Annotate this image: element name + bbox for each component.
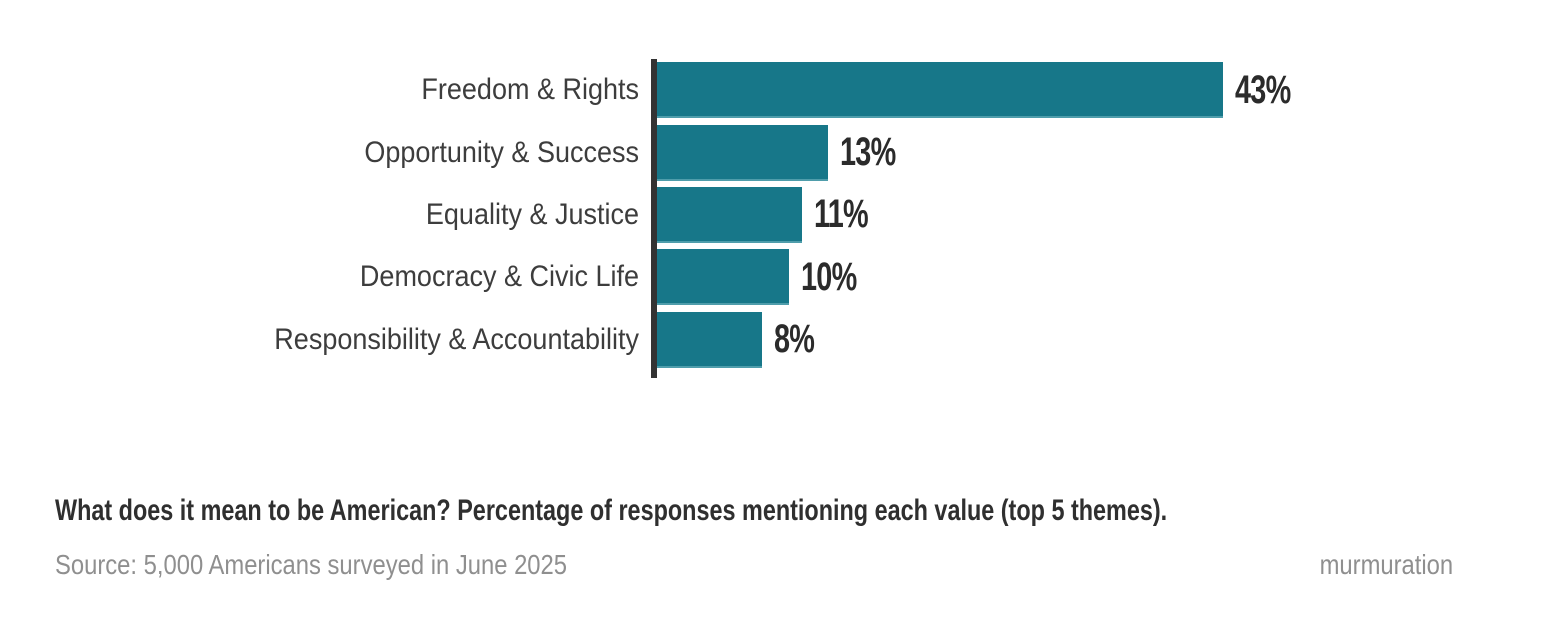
bar-rows: Freedom & Rights 43% Opportunity & Success… <box>0 59 1312 371</box>
category-label: Responsibility & Accountability <box>274 322 639 356</box>
value-label: 13% <box>840 130 896 175</box>
y-axis-line <box>651 59 657 378</box>
bar-cell: 13% <box>657 124 917 181</box>
category-label: Freedom & Rights <box>421 73 639 107</box>
chart-caption: What does it mean to be American? Percen… <box>55 494 1168 527</box>
bar-cell: 8% <box>657 311 830 368</box>
bar <box>657 62 1223 119</box>
value-label: 11% <box>813 192 869 237</box>
bar-cell: 11% <box>657 186 889 243</box>
category-label: Equality & Justice <box>425 197 639 231</box>
value-label: 8% <box>774 317 815 362</box>
category-label: Opportunity & Success <box>364 135 639 169</box>
chart-row: Equality & Justice 11% <box>0 184 1312 246</box>
chart-row: Responsibility & Accountability 8% <box>0 309 1312 371</box>
bar-cell: 43% <box>657 62 1312 119</box>
bar <box>657 249 789 306</box>
category-label: Democracy & Civic Life <box>359 260 639 294</box>
brand-wordmark: murmuration <box>1319 549 1453 580</box>
bar <box>657 311 763 368</box>
bar <box>657 124 829 181</box>
value-label: 10% <box>800 254 857 299</box>
chart-row: Freedom & Rights 43% <box>0 59 1312 121</box>
bar-cell: 10% <box>657 249 878 306</box>
value-label: 43% <box>1235 67 1291 112</box>
source-note: Source: 5,000 Americans surveyed in June… <box>55 549 568 580</box>
chart-row: Opportunity & Success 13% <box>0 121 1312 183</box>
bar <box>657 186 802 243</box>
chart-row: Democracy & Civic Life 10% <box>0 246 1312 308</box>
